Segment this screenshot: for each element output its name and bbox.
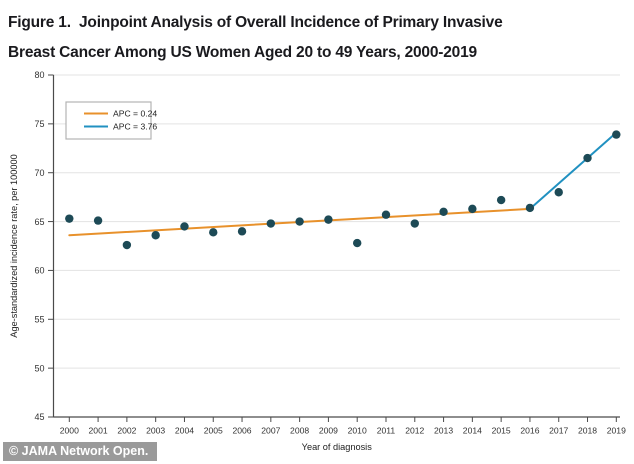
y-tick-label: 55 [34, 314, 44, 324]
data-point [583, 153, 592, 163]
y-axis-title: Age-standardized incidence rate, per 100… [9, 154, 19, 337]
data-point [266, 219, 276, 228]
data-point [410, 219, 419, 228]
data-point [612, 130, 621, 139]
x-tick-label: 2019 [607, 426, 626, 436]
legend-box [65, 101, 152, 140]
data-point [324, 215, 333, 224]
data-point [439, 207, 448, 216]
x-tick-label: 2005 [204, 426, 223, 436]
data-point [151, 231, 160, 240]
data-point [209, 228, 218, 237]
x-tick-label: 2006 [232, 426, 251, 436]
x-tick-label: 2010 [348, 426, 367, 436]
x-tick-label: 2011 [377, 426, 396, 436]
x-tick-label: 2013 [434, 426, 453, 436]
y-tick-label: 70 [34, 168, 44, 178]
x-tick-label: 2007 [261, 426, 280, 436]
x-tick-label: 2001 [89, 426, 108, 436]
data-point [496, 195, 506, 205]
data-point [554, 188, 563, 197]
data-point [237, 227, 247, 236]
jama-footer: © JAMA Network Open. [3, 442, 158, 461]
data-point [295, 217, 304, 226]
data-point [65, 214, 74, 223]
figure-title-line-1: Figure 1. Joinpoint Analysis of Overall … [8, 14, 503, 31]
x-tick-label: 2015 [492, 426, 511, 436]
data-point [180, 222, 189, 231]
x-tick-label: 2003 [146, 426, 165, 436]
x-tick-label: 2017 [549, 426, 568, 436]
joinpoint-chart: 45 50 55 60 65 70 75 80 2000 2001 2002 2003 2004 2005… [9, 70, 626, 452]
data-point [468, 204, 477, 214]
x-tick-label: 2004 [175, 426, 194, 436]
x-tick-label: 2016 [520, 426, 539, 436]
x-axis-title: Year of diagnosis [302, 442, 373, 452]
trend-segment-2 [528, 131, 618, 210]
data-point [525, 203, 535, 213]
x-tick-label: 2009 [319, 426, 338, 436]
legend-label: APC = 3.76 [113, 122, 157, 132]
y-tick-label: 45 [34, 412, 44, 422]
figure-title-line-2: Breast Cancer Among US Women Aged 20 to … [8, 44, 477, 61]
y-tick-label: 75 [34, 119, 44, 129]
x-tick-label: 2012 [405, 426, 424, 436]
figure-title: Figure 1. Joinpoint Analysis of Overall … [8, 8, 618, 68]
x-tick-label: 2018 [578, 426, 597, 436]
x-tick-label: 2008 [290, 426, 309, 436]
y-tick-label: 60 [34, 266, 44, 276]
y-tick-label: 65 [34, 217, 44, 227]
data-point [122, 240, 132, 250]
y-tick-label: 80 [34, 70, 44, 80]
data-point [381, 210, 391, 219]
data-point [353, 238, 362, 248]
legend-label: APC = 0.24 [113, 109, 157, 119]
x-tick-label: 2014 [463, 426, 482, 436]
x-tick-label: 2000 [60, 426, 79, 436]
y-tick-label: 50 [34, 363, 44, 373]
x-tick-label: 2002 [117, 426, 136, 436]
data-point [93, 216, 103, 225]
